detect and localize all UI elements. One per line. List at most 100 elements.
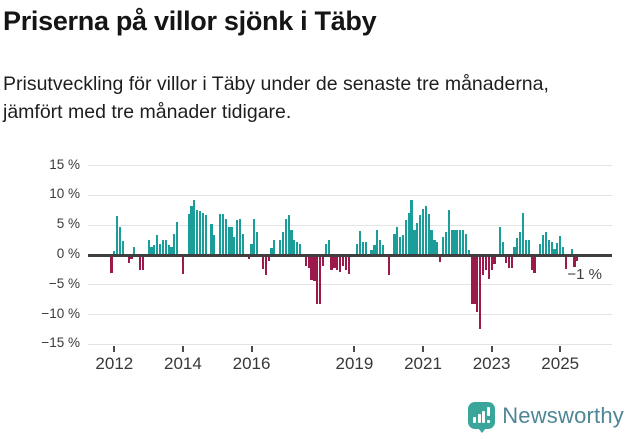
bar [570,249,573,255]
bar [533,255,536,273]
bar [507,255,510,269]
y-axis-label: 0 % [56,246,80,261]
bar [476,255,479,313]
bar [524,240,527,255]
newsworthy-logo: Newsworthy [468,402,624,433]
bar [264,255,267,276]
bar [344,255,347,271]
bar [253,219,256,255]
y-axis-label: −5 % [48,275,80,291]
bar [110,255,113,273]
newsworthy-logo-text: Newsworthy [502,402,624,428]
bar [576,255,579,261]
gridline [88,224,612,226]
bar [396,226,399,255]
bar [296,242,299,255]
bar [370,250,373,255]
bar [410,199,413,255]
bar [333,255,336,269]
bar [304,255,307,267]
bar [513,246,516,255]
bar [561,247,565,255]
bar [393,233,396,255]
x-axis-tick [559,345,562,352]
bar [467,250,470,255]
bar [399,237,402,255]
bar [164,240,167,255]
x-axis-tick [490,345,493,352]
bar [504,255,507,264]
bar [470,255,473,304]
bar [230,226,233,255]
x-axis-label: 2014 [164,354,202,373]
bar [156,235,159,255]
bar [361,241,365,255]
bar [430,229,433,255]
bar [441,237,445,255]
bar [450,229,453,255]
page-title: Priserna på villor sjönk i Täby [3,6,377,36]
bar [130,255,133,260]
bar [313,255,316,282]
bar [158,243,162,255]
bar [299,243,302,255]
bar [181,255,185,275]
bar [116,216,119,255]
bar [439,255,442,262]
bar [236,220,239,255]
bar [484,255,487,271]
gridline [88,194,612,196]
bar [544,232,547,255]
bar [118,226,122,255]
bar [198,211,202,255]
bar [490,255,493,271]
bar [190,206,193,255]
x-axis-tick [181,345,184,352]
y-axis-label: 5 % [56,216,80,232]
bar [553,249,556,255]
bar [487,255,490,279]
bar [196,210,199,255]
bar [499,226,502,255]
bar [459,229,462,255]
plot-area: 2012 2014 2016 2019 2021 2023 2025 [88,150,628,395]
bar [379,240,382,255]
bar [187,213,190,255]
bar [233,237,236,255]
bar [219,213,222,255]
bar [133,246,136,255]
bar [424,206,427,255]
bar [339,255,342,272]
bar [473,255,476,304]
bar [421,208,425,255]
x-axis-tick [422,345,425,352]
bar [287,215,290,255]
bar [444,231,447,255]
bar [176,222,179,255]
x-axis-tick [113,345,116,352]
bar [307,255,310,269]
bar [147,240,150,255]
bar [413,229,416,255]
bar [453,229,456,255]
bar [173,233,176,255]
bar [387,255,390,276]
bar [341,255,345,267]
bar [213,235,216,255]
bar [281,231,285,255]
bar [221,213,225,255]
bar [407,213,410,255]
bar [279,240,282,255]
gridline [88,165,612,167]
bar [150,247,153,255]
bar [359,231,362,255]
bar [479,255,482,329]
bar [201,213,205,255]
bar [381,244,385,255]
bar [327,240,330,255]
bar [141,255,145,270]
bar [401,235,405,255]
bar [547,240,550,255]
bar [261,255,265,269]
bar [541,235,545,255]
